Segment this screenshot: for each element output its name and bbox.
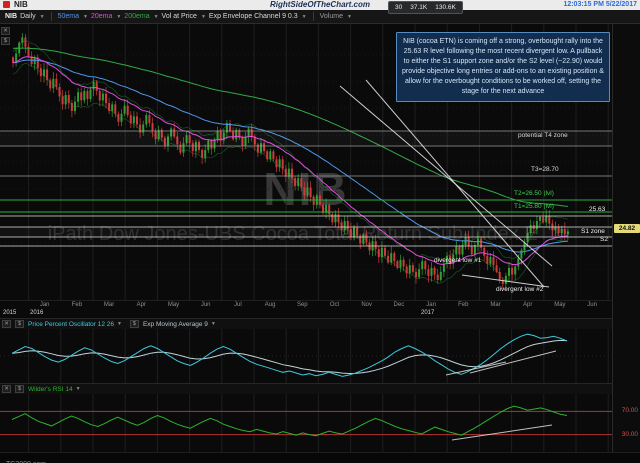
- candlestick-chart[interactable]: [0, 24, 612, 300]
- month-label-7: Aug: [264, 302, 276, 308]
- month-label-17: Jun: [587, 302, 597, 308]
- chevron-down-icon: ▼: [153, 13, 159, 20]
- chevron-down-icon: ▼: [200, 13, 206, 20]
- trendline-2[interactable]: [365, 79, 545, 288]
- rsi-panel: ✕ $ Wilder's RSI 14 ▼: [0, 383, 612, 452]
- ppo-signal-line: [11, 339, 568, 375]
- chevron-down-icon: ▼: [301, 13, 307, 20]
- price-chart-panel: NIB iPath Dow Jones-UBS Cocoa Total Retu…: [0, 24, 612, 300]
- quote-volume-2: 130.6K: [435, 4, 456, 11]
- level-zone-s1-zone: [0, 227, 612, 237]
- rsi-upper-label: 70.00: [621, 407, 638, 414]
- title-bar: NIB RightSideOfTheChart.com 12:03:15 PM …: [0, 0, 640, 10]
- ppo-scale-icon[interactable]: $: [15, 320, 24, 328]
- month-label-8: Sep: [296, 302, 308, 308]
- quote-volume-1: 37.1K: [410, 4, 428, 11]
- ppo-chart[interactable]: [0, 329, 612, 383]
- rsi-scale-icon[interactable]: $: [15, 385, 24, 393]
- month-label-15: Apr: [523, 302, 533, 308]
- chevron-down-icon: ▼: [116, 13, 122, 20]
- rsi-panel-header: ✕ $ Wilder's RSI 14 ▼: [0, 383, 612, 394]
- level-zone-t4-zone: [0, 131, 612, 146]
- time-axis: Jan Feb Mar Apr May Jun Jul Aug Sep Oct Nov Dec Jan F…: [0, 300, 612, 318]
- year-label-2015: 2015: [3, 310, 17, 316]
- month-label-11: Dec: [393, 302, 405, 308]
- month-label-9: Oct: [329, 302, 340, 308]
- divergent-low-2: divergent low #2: [496, 286, 544, 293]
- close-panel-icon[interactable]: ✕: [1, 27, 10, 35]
- analyst-note[interactable]: NIB (cocoa ETN) is coming off a strong, …: [396, 32, 610, 102]
- clock: 12:03:15 PM 5/22/2017: [563, 1, 637, 8]
- price-axis[interactable]: 24.82 70.00 30.00: [612, 24, 640, 452]
- ppo-panel-header: ✕ $ Price Percent Oscillator 12 26 ▼ $ E…: [0, 318, 612, 329]
- site-watermark: RightSideOfTheChart.com: [269, 0, 370, 9]
- ppo-ma-scale-icon[interactable]: $: [129, 320, 139, 328]
- rsi-line: [11, 405, 568, 437]
- year-label-2016: 2016: [30, 310, 44, 316]
- ppo-ma-label[interactable]: Exp Moving Average 9: [142, 320, 208, 328]
- chevron-down-icon[interactable]: ▼: [116, 321, 122, 327]
- chevron-down-icon: ▼: [82, 13, 88, 20]
- quote-period: 30: [395, 4, 403, 11]
- ppo-trendline-2[interactable]: [469, 350, 557, 374]
- month-label-6: Jul: [234, 302, 242, 308]
- toolbar-item-exp-envelope-channel-9-0-3[interactable]: Exp Envelope Channel 9 0.3: [208, 13, 298, 20]
- rsi-trendline-1[interactable]: [451, 424, 553, 441]
- tc2000-brand: TC2000.com: [6, 459, 46, 463]
- rsi-close-icon[interactable]: ✕: [2, 385, 11, 393]
- candlesticks: [12, 33, 569, 290]
- chevron-down-icon[interactable]: ▼: [75, 386, 81, 392]
- toolbar-divider: [50, 12, 52, 21]
- month-label-2: Mar: [103, 302, 115, 308]
- month-label-10: Nov: [361, 302, 373, 308]
- chevron-down-icon[interactable]: ▼: [210, 321, 216, 327]
- rsi-lower-label: 30.00: [621, 431, 638, 438]
- month-label-14: Mar: [490, 302, 501, 308]
- footer: TC2000.com: [0, 452, 640, 463]
- toolbar-item-daily[interactable]: Daily: [20, 13, 36, 20]
- ppo-indicator-label[interactable]: Price Percent Oscillator 12 26: [28, 320, 114, 328]
- toolbar-divider: [312, 12, 314, 21]
- month-label-0: Jan: [39, 302, 50, 308]
- month-label-13: Feb: [458, 302, 469, 308]
- toolbar-item-volume[interactable]: Volume: [319, 13, 343, 20]
- window-symbol: NIB: [14, 0, 28, 9]
- ema200-line: [12, 47, 568, 207]
- price-scale-icon[interactable]: $: [1, 37, 10, 45]
- toolbar-item-20ema[interactable]: 20ema: [90, 13, 113, 20]
- rsi-indicator-label[interactable]: Wilder's RSI 14: [28, 385, 73, 393]
- ppo-close-icon[interactable]: ✕: [2, 320, 11, 328]
- toolbar-item-vol-at-price[interactable]: Vol at Price: [161, 13, 197, 20]
- divergent-low-1: divergent low #1: [434, 257, 482, 264]
- month-gridlines: [28, 394, 609, 452]
- chevron-down-icon: ▼: [39, 13, 45, 20]
- last-price-label: 24.82: [614, 224, 640, 233]
- quote-badge: 30 37.1K 130.6K: [388, 1, 463, 14]
- toolbar-item-nib[interactable]: NIB: [5, 13, 18, 20]
- year-label-2017: 2017: [421, 310, 435, 316]
- trendline-3[interactable]: [461, 274, 550, 288]
- toolbar-item-200ema[interactable]: 200ema: [124, 13, 150, 20]
- trendline-1[interactable]: [339, 85, 553, 267]
- ema20-line: [12, 56, 568, 266]
- month-label-5: Jun: [200, 302, 211, 308]
- month-label-4: May: [167, 302, 180, 308]
- ppo-trendline-1[interactable]: [445, 361, 507, 376]
- chevron-down-icon: ▼: [346, 13, 352, 20]
- rsi-chart[interactable]: [0, 394, 612, 452]
- ema50-line: [12, 59, 568, 253]
- toolbar-item-50ema[interactable]: 50ema: [57, 13, 79, 20]
- month-label-3: Apr: [136, 302, 146, 308]
- ppo-panel: ✕ $ Price Percent Oscillator 12 26 ▼ $ E…: [0, 318, 612, 383]
- month-label-16: May: [554, 302, 566, 308]
- chart-toolbar: NIB Daily ▼ 50ema ▼ 20ema ▼ 200ema ▼ Vol at Price…: [0, 10, 640, 24]
- app-icon: [3, 1, 10, 8]
- month-label-12: Jan: [426, 302, 436, 308]
- month-label-1: Feb: [71, 302, 83, 308]
- ppo-line: [11, 333, 568, 377]
